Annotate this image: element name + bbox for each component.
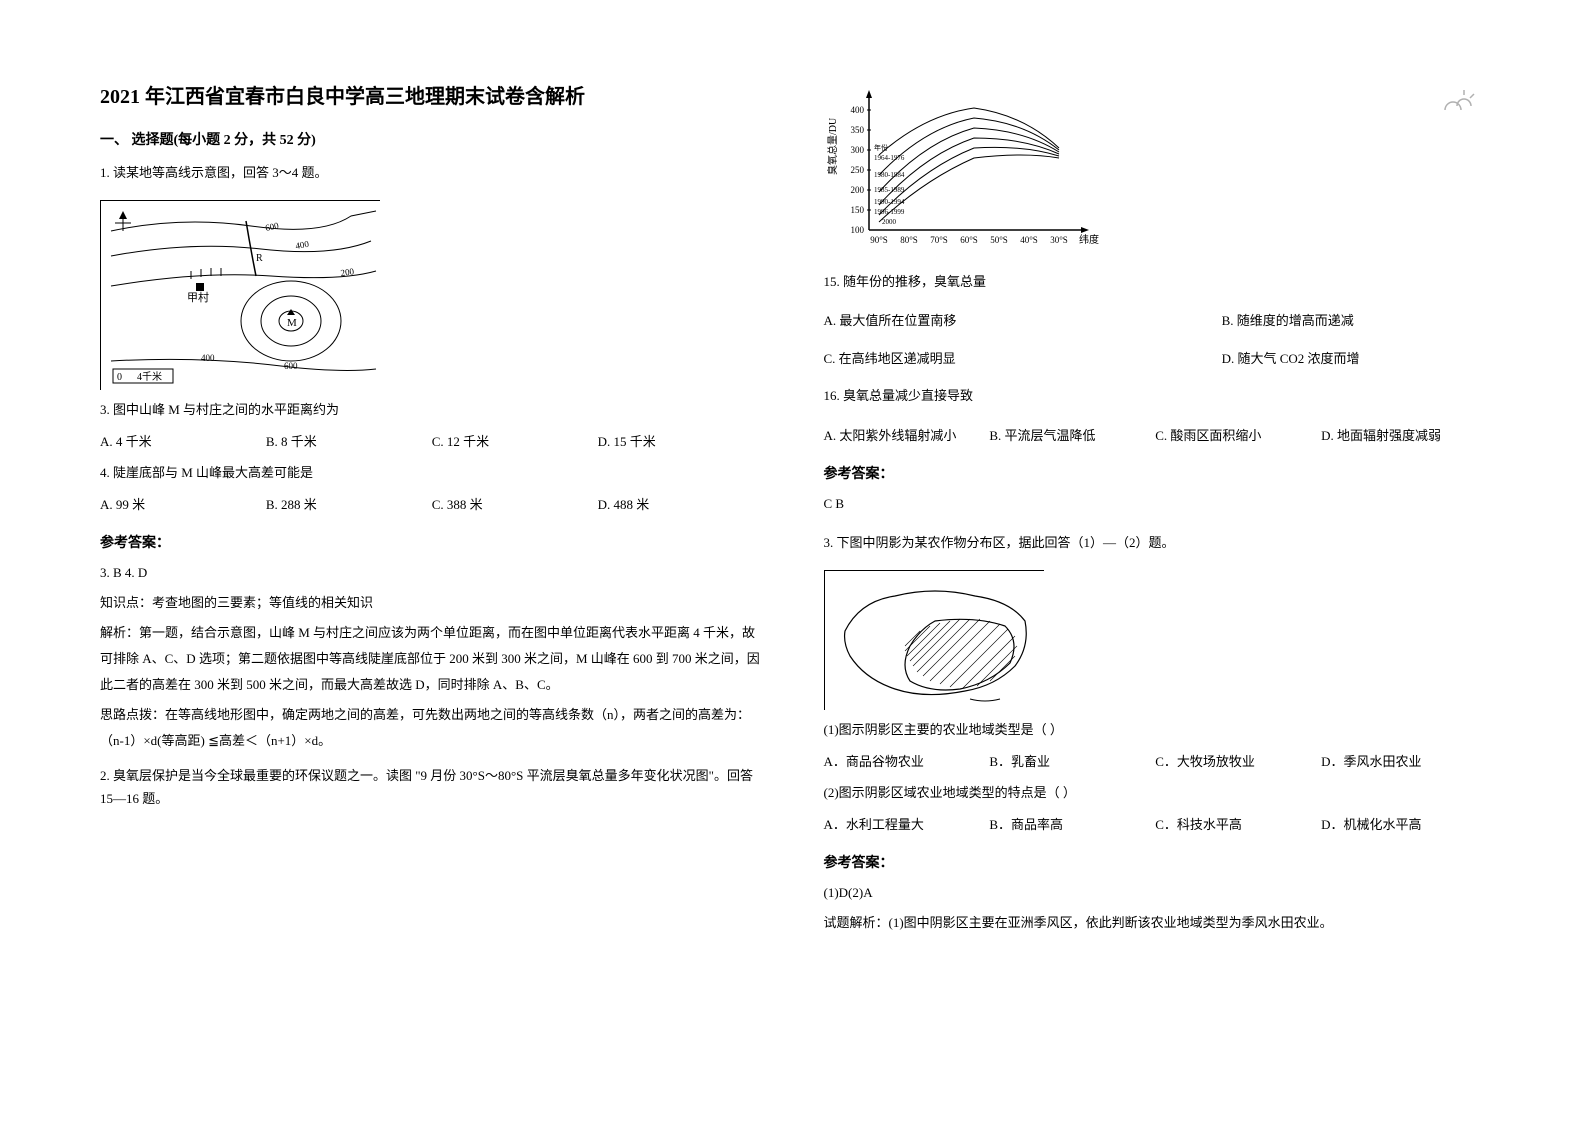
opt-a: A. 99 米	[100, 493, 266, 516]
village-label: 甲村	[187, 290, 209, 304]
answer-heading: 参考答案：	[100, 532, 764, 552]
svg-text:250: 250	[850, 165, 864, 175]
opt-c: C. 酸雨区面积缩小	[1155, 424, 1321, 447]
y-axis-label: 臭氧总量/DU	[826, 117, 839, 175]
opt-a: A. 太阳紫外线辐射减小	[824, 424, 990, 447]
answer-line: 3. B 4. D	[100, 560, 764, 586]
opt-c: C．科技水平高	[1155, 813, 1321, 836]
svg-text:1990-1994: 1990-1994	[874, 198, 905, 206]
svg-text:60°S: 60°S	[960, 235, 978, 245]
q15-prompt: 15. 随年份的推移，臭氧总量	[824, 270, 1488, 293]
opt-d: D．季风水田农业	[1321, 750, 1487, 773]
svg-text:300: 300	[850, 145, 864, 155]
svg-text:100: 100	[850, 225, 864, 235]
svg-text:200: 200	[340, 267, 355, 279]
explain-1: 解析：第一题，结合示意图，山峰 M 与村庄之间应该为两个单位距离，而在图中单位距…	[100, 620, 764, 698]
q3-sub2-options: A．水利工程量大 B．商品率高 C．科技水平高 D．机械化水平高	[824, 813, 1488, 836]
q1-sub3-options: A. 4 千米 B. 8 千米 C. 12 千米 D. 15 千米	[100, 430, 764, 453]
ozone-chart-wrapper: 100 150 200 250 300 350 400 臭氧	[824, 80, 1488, 260]
opt-d: D. 地面辐射强度减弱	[1321, 424, 1487, 447]
svg-text:50°S: 50°S	[990, 235, 1008, 245]
opt-a: A. 最大值所在位置南移	[824, 309, 1189, 332]
left-column: 2021 年江西省宜春市白良中学高三地理期末试卷含解析 一、 选择题(每小题 2…	[100, 80, 764, 1082]
svg-text:1980-1984: 1980-1984	[874, 171, 905, 179]
opt-d: D. 15 千米	[598, 430, 764, 453]
q3-prompt: 3. 下图中阴影为某农作物分布区，据此回答（1）—（2）题。	[824, 531, 1488, 554]
q15-opts-row1: A. 最大值所在位置南移 B. 随维度的增高而递减	[824, 309, 1488, 332]
right-column: 100 150 200 250 300 350 400 臭氧	[824, 80, 1488, 1082]
opt-a: A．商品谷物农业	[824, 750, 990, 773]
q15-opts-row2: C. 在高纬地区递减明显 D. 随大气 CO2 浓度而增	[824, 347, 1488, 370]
q1-sub4-options: A. 99 米 B. 288 米 C. 388 米 D. 488 米	[100, 493, 764, 516]
opt-c: C. 在高纬地区递减明显	[824, 347, 1189, 370]
svg-text:80°S: 80°S	[900, 235, 918, 245]
svg-text:400: 400	[201, 353, 215, 363]
scale-label: 4千米	[137, 370, 162, 383]
opt-d: D. 随大气 CO2 浓度而增	[1222, 347, 1487, 370]
river-label: R	[256, 253, 263, 264]
q3-sub2: (2)图示阴影区域农业地域类型的特点是（ ）	[824, 781, 1488, 804]
opt-b: B. 288 米	[266, 493, 432, 516]
answer-heading: 参考答案：	[824, 463, 1488, 483]
q16-prompt: 16. 臭氧总量减少直接导致	[824, 384, 1488, 407]
opt-c: C. 388 米	[432, 493, 598, 516]
svg-text:200: 200	[850, 185, 864, 195]
opt-d: D. 488 米	[598, 493, 764, 516]
x-axis-label: 纬度	[1079, 233, 1099, 246]
opt-d: D．机械化水平高	[1321, 813, 1487, 836]
svg-text:1964-1976: 1964-1976	[874, 154, 905, 162]
q16-options: A. 太阳紫外线辐射减小 B. 平流层气温降低 C. 酸雨区面积缩小 D. 地面…	[824, 424, 1488, 447]
opt-c: C．大牧场放牧业	[1155, 750, 1321, 773]
q1-sub3: 3. 图中山峰 M 与村庄之间的水平距离约为	[100, 398, 764, 421]
opt-c: C. 12 千米	[432, 430, 598, 453]
svg-text:1985-1989: 1985-1989	[874, 186, 905, 194]
opt-a: A. 4 千米	[100, 430, 266, 453]
page-title: 2021 年江西省宜春市白良中学高三地理期末试卷含解析	[100, 80, 764, 109]
opt-b: B. 平流层气温降低	[989, 424, 1155, 447]
q3-sub1-options: A．商品谷物农业 B．乳畜业 C．大牧场放牧业 D．季风水田农业	[824, 750, 1488, 773]
ozone-chart: 100 150 200 250 300 350 400 臭氧	[824, 80, 1104, 260]
svg-text:40°S: 40°S	[1020, 235, 1038, 245]
svg-text:30°S: 30°S	[1050, 235, 1068, 245]
answer-line: C B	[824, 491, 1488, 517]
q1-sub4: 4. 陡崖底部与 M 山峰最大高差可能是	[100, 461, 764, 484]
opt-b: B. 8 千米	[266, 430, 432, 453]
sun-icon	[1437, 90, 1477, 115]
opt-b: B．乳畜业	[989, 750, 1155, 773]
answer-heading: 参考答案：	[824, 852, 1488, 872]
opt-b: B. 随维度的增高而递减	[1222, 309, 1487, 332]
svg-text:350: 350	[850, 125, 864, 135]
svg-text:2000: 2000	[882, 218, 897, 226]
svg-text:1996-1999: 1996-1999	[874, 208, 905, 216]
explain-2: 思路点拨：在等高线地形图中，确定两地之间的高差，可先数出两地之间的等高线条数（n…	[100, 702, 764, 754]
opt-a: A．水利工程量大	[824, 813, 990, 836]
knowledge-point: 知识点：考查地图的三要素；等值线的相关知识	[100, 590, 764, 616]
peak-label: M	[287, 317, 297, 329]
china-map-figure	[824, 570, 1044, 710]
q1-prompt: 1. 读某地等高线示意图，回答 3～4 题。	[100, 161, 764, 184]
contour-map-figure: R 甲村 M 600 400 200 400 600	[100, 200, 380, 390]
svg-text:150: 150	[850, 205, 864, 215]
q3-sub1: (1)图示阴影区主要的农业地域类型是（ ）	[824, 718, 1488, 741]
scale-zero: 0	[117, 372, 122, 383]
svg-text:600: 600	[284, 361, 298, 371]
svg-text:70°S: 70°S	[930, 235, 948, 245]
svg-text:90°S: 90°S	[870, 235, 888, 245]
answer-line: (1)D(2)A	[824, 880, 1488, 906]
section-heading: 一、 选择题(每小题 2 分，共 52 分)	[100, 129, 764, 149]
opt-b: B．商品率高	[989, 813, 1155, 836]
q2-prompt: 2. 臭氧层保护是当今全球最重要的环保议题之一。读图 "9 月份 30°S～80…	[100, 764, 764, 811]
svg-text:400: 400	[850, 105, 864, 115]
explain: 试题解析：(1)图中阴影区主要在亚洲季风区，依此判断该农业地域类型为季风水田农业…	[824, 910, 1488, 936]
year-label-title: 年份	[874, 143, 888, 152]
